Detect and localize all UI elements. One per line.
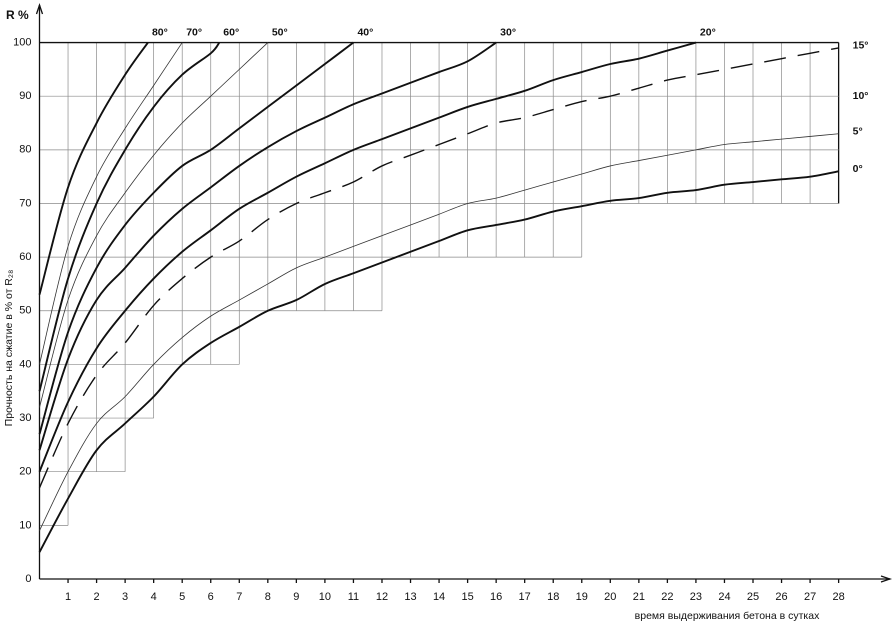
y-tick-label: 60 bbox=[19, 251, 31, 263]
series-line bbox=[38, 170, 839, 553]
y-tick-label: 0 bbox=[25, 573, 31, 585]
x-tick-label: 5 bbox=[179, 591, 185, 603]
series-line bbox=[39, 42, 183, 365]
x-tick-label: 6 bbox=[208, 591, 214, 603]
y-tick-label: 20 bbox=[19, 466, 31, 478]
series-label: 15° bbox=[853, 40, 869, 52]
series-label: 20° bbox=[700, 26, 716, 38]
x-tick-label: 20 bbox=[604, 591, 616, 603]
x-tick-label: 19 bbox=[576, 591, 588, 603]
x-tick-label: 23 bbox=[690, 591, 702, 603]
series-label: 0° bbox=[853, 163, 863, 175]
x-tick-label: 1 bbox=[65, 591, 71, 603]
series-label: 50° bbox=[272, 26, 288, 38]
y-tick-label: 30 bbox=[19, 412, 31, 424]
x-tick-label: 8 bbox=[265, 591, 271, 603]
y-tick-label: 80 bbox=[19, 144, 31, 156]
y-axis-title: Прочность на сжатие в % от R₂₈ bbox=[3, 270, 15, 427]
x-tick-label: 27 bbox=[804, 591, 816, 603]
series-line bbox=[38, 41, 497, 451]
x-tick-label: 14 bbox=[433, 591, 445, 603]
annotation: 10° bbox=[853, 90, 869, 102]
x-tick-label: 26 bbox=[775, 591, 787, 603]
series-label: 40° bbox=[357, 26, 373, 38]
x-tick-label: 3 bbox=[122, 591, 128, 603]
x-tick-label: 16 bbox=[490, 591, 502, 603]
series-label: 5° bbox=[853, 126, 863, 138]
x-tick-label: 12 bbox=[376, 591, 388, 603]
x-tick-label: 25 bbox=[747, 591, 759, 603]
x-tick-label: 9 bbox=[293, 591, 299, 603]
x-tick-label: 17 bbox=[519, 591, 531, 603]
y-tick-label: 100 bbox=[13, 36, 31, 48]
series-label: 30° bbox=[500, 26, 516, 38]
series-label: 60° bbox=[223, 26, 239, 38]
y-tick-label: 50 bbox=[19, 305, 31, 317]
x-tick-label: 11 bbox=[348, 591, 359, 603]
x-tick-label: 7 bbox=[236, 591, 242, 603]
series-label: 80° bbox=[152, 26, 168, 38]
axis-arrow bbox=[880, 575, 893, 583]
x-tick-label: 10 bbox=[319, 591, 331, 603]
x-tick-label: 18 bbox=[547, 591, 559, 603]
series-line bbox=[38, 41, 221, 392]
y-tick-label: 90 bbox=[19, 90, 31, 102]
x-tick-label: 4 bbox=[151, 591, 157, 603]
series-line bbox=[39, 133, 839, 531]
x-tick-label: 2 bbox=[94, 591, 100, 603]
y-tick-label: 40 bbox=[19, 358, 31, 370]
x-tick-label: 15 bbox=[461, 591, 473, 603]
x-tick-label: 13 bbox=[404, 591, 416, 603]
y-unit-label: R % bbox=[6, 8, 29, 22]
x-tick-label: 24 bbox=[718, 591, 730, 603]
y-tick-label: 10 bbox=[19, 519, 31, 531]
x-axis-title: время выдерживания бетона в сутках bbox=[635, 610, 820, 622]
series-line bbox=[38, 42, 149, 295]
x-tick-label: 21 bbox=[633, 591, 645, 603]
y-tick-label: 70 bbox=[19, 197, 31, 209]
series-line bbox=[38, 47, 839, 489]
series-label: 70° bbox=[186, 26, 202, 38]
x-tick-label: 22 bbox=[661, 591, 673, 603]
axis-arrow bbox=[35, 2, 44, 15]
series-line bbox=[38, 41, 697, 473]
series-line bbox=[38, 41, 355, 435]
series-line bbox=[39, 42, 269, 408]
x-tick-label: 28 bbox=[833, 591, 845, 603]
